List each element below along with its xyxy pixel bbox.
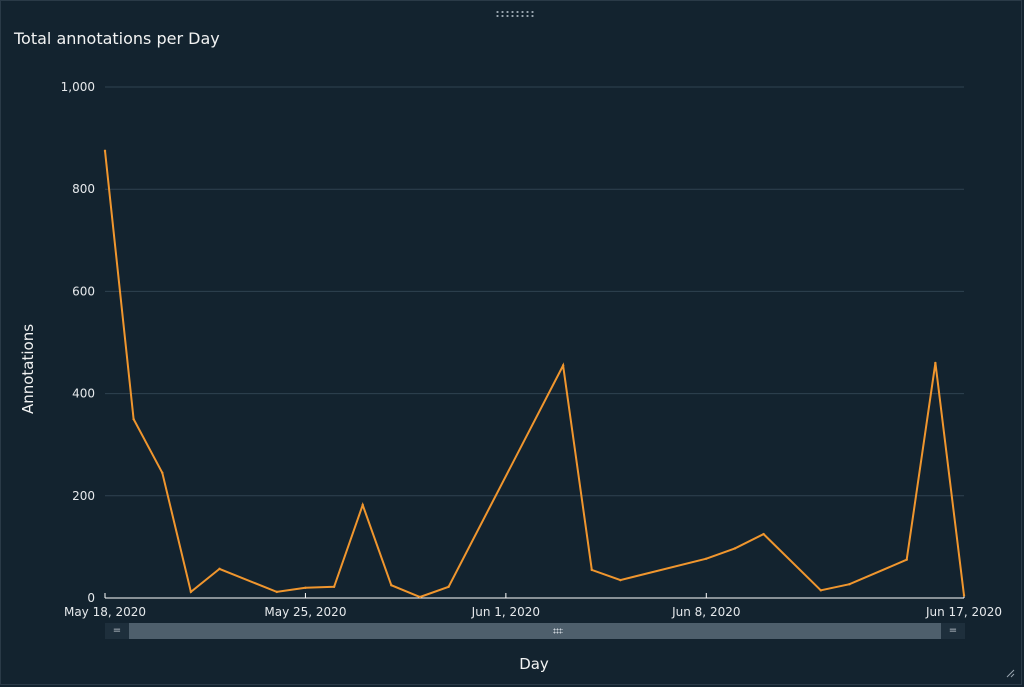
data-point [590, 568, 593, 572]
data-point [103, 149, 107, 153]
scrollbar-thumb[interactable] [129, 623, 941, 639]
x-tick-label: Jun 8, 2020 [671, 605, 740, 619]
x-tick-label: May 25, 2020 [264, 605, 346, 619]
data-point [332, 585, 336, 588]
data-point [275, 590, 278, 594]
data-point [819, 589, 823, 592]
series-line [104, 150, 965, 599]
scrollbar-right-handle[interactable]: = [941, 623, 965, 639]
data-point [905, 558, 908, 561]
data-point [132, 417, 135, 421]
data-point [962, 594, 966, 597]
data-point [733, 547, 737, 550]
y-tick-label: 600 [72, 284, 95, 298]
data-point [934, 361, 937, 365]
y-tick-label: 1,000 [61, 80, 95, 94]
resize-corner-icon[interactable] [1005, 668, 1015, 678]
data-point [561, 364, 565, 367]
data-point [848, 583, 851, 586]
y-tick-label: 800 [72, 182, 95, 196]
data-point [418, 595, 422, 599]
data-point [705, 557, 708, 560]
grip-icon [553, 628, 563, 634]
x-axis-title: Day [519, 655, 549, 673]
y-tick-label: 200 [72, 489, 95, 503]
data-point [361, 503, 364, 507]
y-axis-title: Annotations [19, 323, 37, 415]
data-point [447, 585, 450, 588]
scrollbar-left-handle[interactable]: = [105, 623, 129, 639]
chart-title: Total annotations per Day [14, 29, 220, 48]
data-point [619, 578, 622, 582]
data-point [189, 590, 193, 594]
data-point [161, 471, 164, 475]
data-point [218, 567, 221, 571]
line-chart: 0 200 400 600 800 1,000 May 18, 2020 May 25, 20… [61, 80, 1002, 619]
y-tick-label: 0 [87, 591, 95, 605]
data-point [762, 532, 765, 536]
x-tick-label: Jun 17, 2020 [925, 605, 1002, 619]
x-axis-range-scrollbar[interactable]: = = [105, 623, 965, 639]
x-tick-label: May 18, 2020 [64, 605, 146, 619]
data-point [304, 586, 307, 589]
data-point [390, 584, 393, 587]
y-tick-label: 400 [72, 387, 95, 401]
drag-handle-icon[interactable] [495, 10, 535, 18]
x-tick-label: Jun 1, 2020 [471, 605, 540, 619]
